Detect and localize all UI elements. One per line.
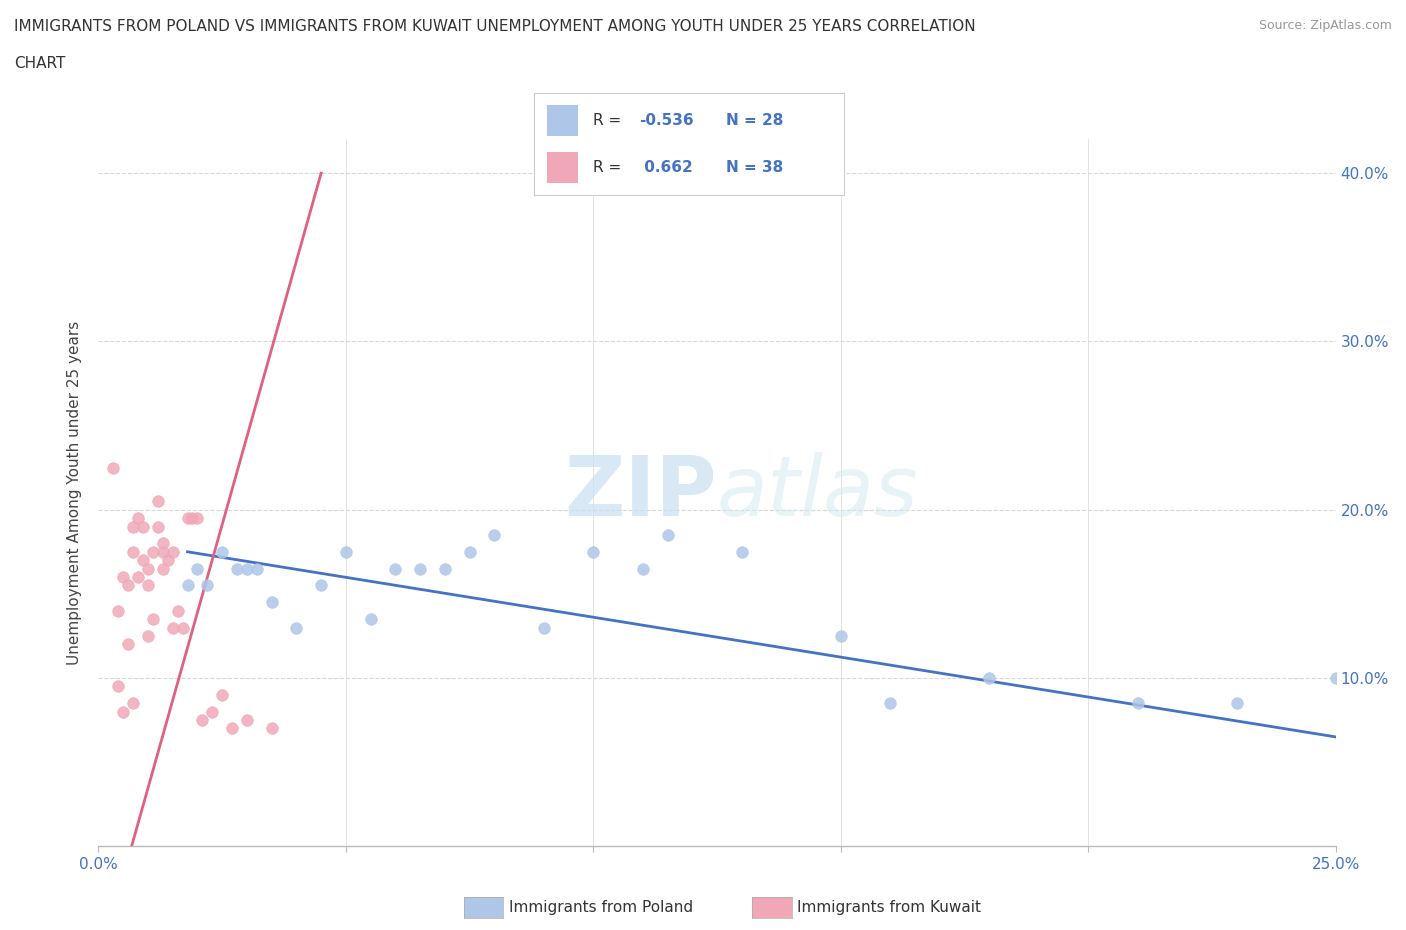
Point [136, 578, 159, 593]
Point [103, 460, 125, 475]
Point [260, 721, 283, 736]
Point [152, 544, 174, 559]
Point [211, 544, 233, 559]
Point [191, 712, 214, 727]
Y-axis label: Unemployment Among Youth under 25 years: Unemployment Among Youth under 25 years [67, 321, 83, 665]
Text: atlas: atlas [717, 452, 918, 534]
Point [112, 704, 135, 719]
Point [221, 721, 243, 736]
Text: R =: R = [593, 160, 626, 175]
Point [122, 696, 145, 711]
Point [166, 604, 188, 618]
Point [122, 519, 145, 534]
Point [360, 612, 382, 627]
Point [1226, 696, 1249, 711]
Text: IMMIGRANTS FROM POLAND VS IMMIGRANTS FROM KUWAIT UNEMPLOYMENT AMONG YOUTH UNDER : IMMIGRANTS FROM POLAND VS IMMIGRANTS FRO… [14, 19, 976, 33]
Point [186, 561, 208, 576]
Point [582, 544, 605, 559]
Point [186, 511, 208, 525]
Point [181, 511, 204, 525]
Point [830, 629, 852, 644]
Text: Immigrants from Poland: Immigrants from Poland [509, 900, 693, 915]
Point [152, 536, 174, 551]
Text: Immigrants from Kuwait: Immigrants from Kuwait [797, 900, 981, 915]
Point [260, 595, 283, 610]
Point [285, 620, 308, 635]
FancyBboxPatch shape [547, 105, 578, 136]
Point [236, 712, 259, 727]
Point [201, 704, 224, 719]
Text: N = 28: N = 28 [725, 113, 783, 128]
Point [136, 561, 159, 576]
Point [172, 620, 194, 635]
Point [533, 620, 555, 635]
Point [142, 544, 165, 559]
Point [176, 511, 198, 525]
Point [409, 561, 432, 576]
Point [146, 519, 169, 534]
Point [136, 629, 159, 644]
Text: CHART: CHART [14, 56, 66, 71]
Point [152, 561, 174, 576]
Point [195, 578, 218, 593]
Point [657, 527, 679, 542]
Point [176, 578, 198, 593]
Point [879, 696, 901, 711]
Point [979, 671, 1001, 685]
Point [1324, 671, 1347, 685]
Point [433, 561, 456, 576]
Point [731, 544, 754, 559]
Text: N = 38: N = 38 [725, 160, 783, 175]
Text: -0.536: -0.536 [640, 113, 695, 128]
Point [142, 612, 165, 627]
Text: Source: ZipAtlas.com: Source: ZipAtlas.com [1258, 19, 1392, 32]
Point [117, 637, 139, 652]
Text: 0.662: 0.662 [640, 160, 693, 175]
Point [631, 561, 654, 576]
Point [107, 679, 129, 694]
Point [236, 561, 259, 576]
Text: ZIP: ZIP [565, 452, 717, 534]
Point [335, 544, 357, 559]
Point [1126, 696, 1149, 711]
Point [146, 494, 169, 509]
Point [132, 552, 155, 567]
Point [127, 569, 149, 584]
Point [162, 544, 184, 559]
Point [112, 569, 135, 584]
Point [127, 511, 149, 525]
Point [132, 519, 155, 534]
Point [484, 527, 506, 542]
Point [384, 561, 406, 576]
Text: R =: R = [593, 113, 626, 128]
Point [117, 578, 139, 593]
Point [162, 620, 184, 635]
Point [458, 544, 481, 559]
Point [226, 561, 249, 576]
Point [107, 604, 129, 618]
Point [246, 561, 269, 576]
Point [156, 552, 179, 567]
Point [122, 544, 145, 559]
FancyBboxPatch shape [547, 153, 578, 183]
Point [309, 578, 332, 593]
Point [211, 687, 233, 702]
